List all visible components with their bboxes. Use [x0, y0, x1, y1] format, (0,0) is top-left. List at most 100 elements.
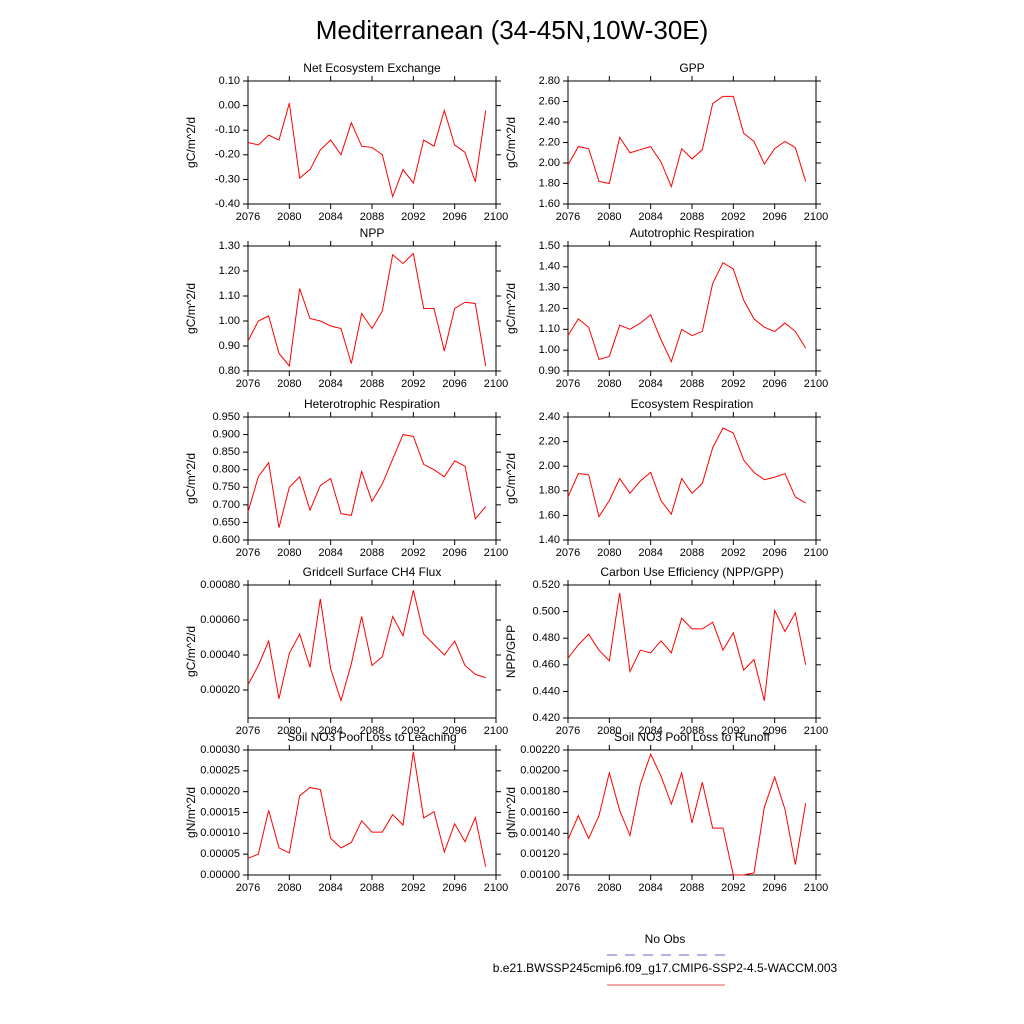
x-tick-label: 2076	[556, 211, 580, 223]
y-tick-label: 1.40	[539, 261, 560, 273]
x-tick-label: 2084	[638, 378, 662, 390]
y-tick-label: 1.10	[219, 290, 240, 302]
y-axis-label: gC/m^2/d	[184, 626, 198, 677]
y-tick-label: 2.00	[539, 460, 560, 472]
plot-frame	[567, 749, 817, 876]
y-tick-label: 0.420	[532, 712, 560, 724]
x-tick-label: 2100	[804, 882, 828, 894]
x-tick-label: 2096	[442, 882, 466, 894]
x-tick-label: 2080	[597, 547, 621, 559]
y-tick-label: 0.00100	[520, 869, 560, 881]
y-axis-label: gC/m^2/d	[184, 117, 198, 168]
y-axis-label: gC/m^2/d	[504, 283, 518, 334]
plot-frame	[567, 416, 817, 541]
y-tick-label: 1.10	[539, 323, 560, 335]
x-tick-label: 2096	[442, 211, 466, 223]
y-tick-label: 0.00180	[520, 786, 560, 798]
y-tick-label: 0.00020	[200, 786, 240, 798]
x-tick-label: 2092	[401, 211, 425, 223]
y-tick-label: 1.30	[539, 282, 560, 294]
y-tick-label: 0.00010	[200, 827, 240, 839]
y-tick-label: 1.20	[219, 265, 240, 277]
x-tick-label: 2076	[236, 547, 260, 559]
x-tick-label: 2076	[236, 211, 260, 223]
x-tick-label: 2080	[277, 378, 301, 390]
x-tick-label: 2100	[804, 378, 828, 390]
data-line	[247, 252, 487, 368]
panel-title: Gridcell Surface CH4 Flux	[303, 565, 442, 579]
x-tick-label: 2092	[401, 547, 425, 559]
x-tick-label: 2088	[680, 378, 704, 390]
y-tick-label: 0.90	[539, 365, 560, 377]
y-tick-label: 0.500	[532, 606, 560, 618]
y-axis-label: NPP/GPP	[504, 625, 518, 678]
y-tick-label: -0.30	[215, 173, 240, 185]
x-tick-label: 2076	[556, 882, 580, 894]
y-axis-label: gC/m^2/d	[184, 283, 198, 334]
x-tick-label: 2080	[277, 882, 301, 894]
panel-title: Autotrophic Respiration	[630, 226, 755, 240]
x-tick-label: 2084	[318, 725, 342, 737]
x-tick-label: 2080	[597, 378, 621, 390]
y-tick-label: 0.00020	[200, 684, 240, 696]
plot-frame	[567, 584, 817, 719]
panel-title: Soil NO3 Pool Loss to Runoff	[614, 730, 771, 744]
x-tick-label: 2084	[638, 882, 662, 894]
y-axis-label: gN/m^2/d	[504, 787, 518, 838]
data-line	[567, 752, 807, 876]
y-tick-label: 0.00015	[200, 806, 240, 818]
y-tick-label: 0.10	[219, 75, 240, 87]
data-line	[247, 434, 487, 528]
y-tick-label: 0.00025	[200, 765, 240, 777]
x-tick-label: 2076	[556, 725, 580, 737]
y-tick-label: 0.00220	[520, 744, 560, 756]
x-tick-label: 2076	[236, 882, 260, 894]
y-tick-label: 1.50	[539, 240, 560, 252]
data-line	[567, 95, 807, 189]
x-tick-label: 2084	[318, 547, 342, 559]
data-line	[567, 261, 807, 363]
x-tick-label: 2100	[484, 378, 508, 390]
plot-frame	[247, 80, 497, 205]
data-line	[567, 427, 806, 518]
y-tick-label: 2.80	[539, 75, 560, 87]
x-tick-label: 2100	[804, 725, 828, 737]
y-axis-label: gC/m^2/d	[504, 453, 518, 504]
y-tick-label: 0.00160	[520, 806, 560, 818]
y-tick-label: 2.20	[539, 136, 560, 148]
y-tick-label: 1.40	[539, 534, 560, 546]
y-tick-label: 0.00140	[520, 827, 560, 839]
x-tick-label: 2100	[484, 882, 508, 894]
x-tick-label: 2088	[360, 882, 384, 894]
x-tick-label: 2088	[360, 211, 384, 223]
y-tick-label: 0.00000	[200, 869, 240, 881]
plot-frame	[247, 416, 497, 541]
panel-title: Carbon Use Efficiency (NPP/GPP)	[600, 565, 783, 579]
x-tick-label: 2092	[401, 378, 425, 390]
y-axis-label: gC/m^2/d	[504, 117, 518, 168]
panel-title: Soil NO3 Pool Loss to Leaching	[287, 730, 456, 744]
y-tick-label: 2.40	[539, 411, 560, 423]
y-tick-label: 1.80	[539, 485, 560, 497]
y-tick-label: 1.30	[219, 240, 240, 252]
x-tick-label: 2092	[721, 882, 745, 894]
x-tick-label: 2100	[804, 211, 828, 223]
x-tick-label: 2088	[360, 378, 384, 390]
data-line	[247, 590, 486, 703]
x-tick-label: 2100	[484, 725, 508, 737]
x-tick-label: 2080	[597, 725, 621, 737]
y-tick-label: 2.00	[539, 157, 560, 169]
x-tick-label: 2096	[762, 882, 786, 894]
x-tick-label: 2080	[277, 725, 301, 737]
y-tick-label: 1.00	[539, 344, 560, 356]
x-tick-label: 2076	[236, 725, 260, 737]
y-tick-label: 0.460	[532, 659, 560, 671]
plot-frame	[567, 80, 817, 205]
x-tick-label: 2100	[484, 211, 508, 223]
x-tick-label: 2084	[318, 211, 342, 223]
panel-title: NPP	[360, 226, 385, 240]
x-tick-label: 2084	[318, 378, 342, 390]
x-tick-label: 2088	[680, 211, 704, 223]
y-tick-label: 0.00040	[200, 649, 240, 661]
